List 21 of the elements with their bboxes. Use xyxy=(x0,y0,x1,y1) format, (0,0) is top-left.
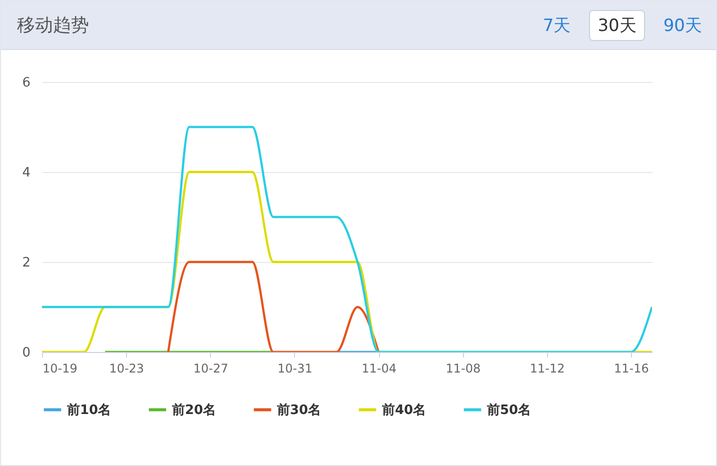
y-tick-label: 0 xyxy=(22,346,30,360)
chart-title: 移动趋势 xyxy=(17,14,89,37)
x-tick-label: 11-16 xyxy=(614,362,649,376)
text: 7天 xyxy=(542,14,572,38)
x-tick-label: 10-23 xyxy=(109,362,144,376)
legend-label: 前20名 xyxy=(171,402,216,418)
text: 90天 xyxy=(662,14,703,38)
y-tick-label: 2 xyxy=(22,256,30,270)
y-tick-label: 4 xyxy=(22,166,30,180)
legend-label: 前40名 xyxy=(381,402,426,418)
y-tick-label: 6 xyxy=(22,76,30,90)
legend-label: 前10名 xyxy=(66,402,112,418)
legend-label: 前30名 xyxy=(276,402,322,418)
x-tick-label: 10-31 xyxy=(277,362,312,376)
x-tick-label: 11-04 xyxy=(362,362,396,376)
text: 30天 xyxy=(588,10,646,40)
legend-label: 前50名 xyxy=(486,402,532,418)
x-tick-label: 10-19 xyxy=(42,362,78,376)
x-tick-label: 11-12 xyxy=(530,362,565,376)
x-tick-label: 11-08 xyxy=(446,362,481,376)
x-tick-label: 10-27 xyxy=(193,362,228,376)
